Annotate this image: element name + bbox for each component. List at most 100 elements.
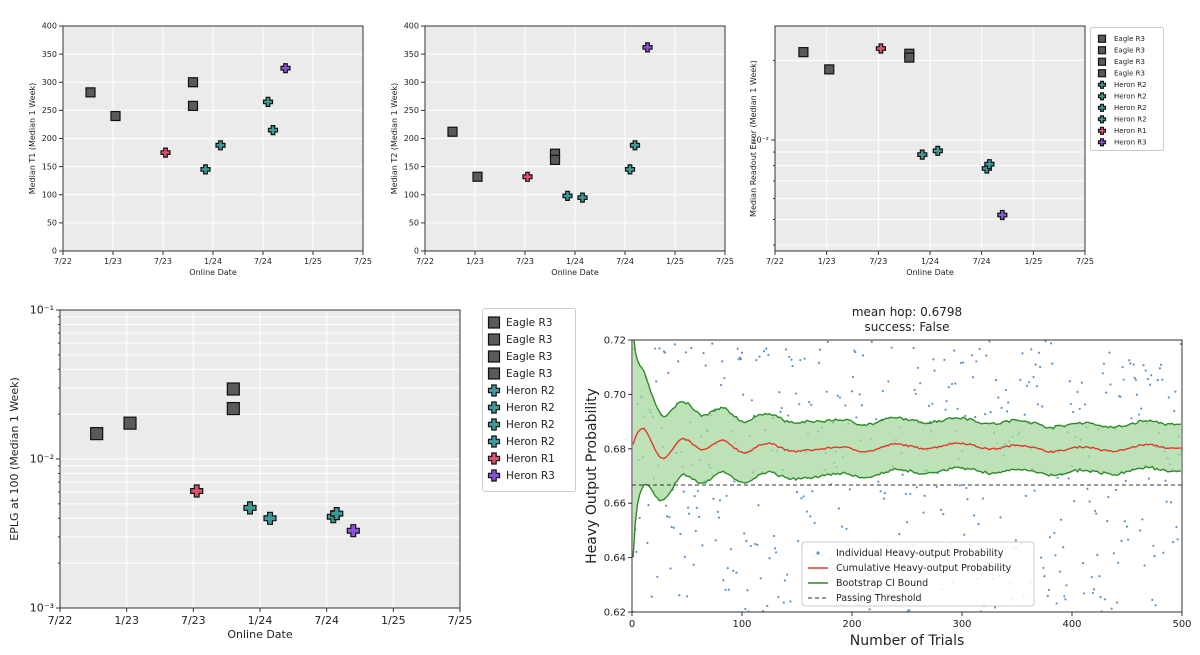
data-point-eagle-r3 [187,77,199,88]
x-tick-label: 1/24 [921,257,939,266]
individual-point [1088,500,1091,503]
individual-point [682,490,685,493]
individual-point [1133,376,1136,379]
individual-point [793,327,795,329]
legend-label: Eagle R3 [1114,35,1145,43]
y-tick-label: 0.66 [604,499,626,510]
x-tick-label: 7/23 [181,614,206,627]
y-tick-label: 10⁻² [30,453,54,466]
individual-point [800,497,803,500]
individual-point [1123,520,1126,523]
y-tick-label: 150 [404,162,419,171]
individual-point [750,399,753,402]
legend-label: Heron R2 [1114,104,1147,112]
individual-point [841,525,844,528]
individual-point [1019,378,1022,381]
individual-point [767,353,770,357]
individual-point [1047,588,1050,592]
legend-label: Heron R2 [506,436,555,448]
individual-point [963,533,966,536]
individual-point [1142,364,1145,367]
y-tick-label: 0.68 [604,444,626,455]
x-axis-label: Online Date [551,268,599,277]
y-tick-label: 200 [404,134,419,143]
legend-label: Eagle R3 [506,334,552,346]
individual-point [718,499,722,502]
individual-point [962,361,965,364]
individual-point [995,379,998,382]
individual-point [1063,595,1066,598]
individual-point [687,506,690,509]
individual-point [942,513,945,516]
individual-point [744,607,747,611]
legend-marker [487,452,501,465]
individual-point [966,498,969,501]
individual-point [852,375,855,379]
y-tick-label: 10⁻² [751,136,769,145]
individual-point [940,508,943,511]
individual-point [647,504,650,507]
individual-point [654,347,657,350]
individual-point [848,488,851,491]
x-tick-label: 7/25 [716,257,734,266]
x-tick-label: 500 [1172,619,1191,630]
x-tick-label: 7/22 [766,257,784,266]
individual-point [1132,363,1135,366]
individual-point [1058,570,1061,573]
individual-point [953,349,956,352]
individual-point [742,393,745,396]
y-tick-label: 10⁻¹ [30,304,54,317]
individual-point [646,541,649,544]
y-tick-label: 0.70 [604,390,626,401]
individual-point [702,352,705,355]
individual-point [1030,348,1033,351]
individual-point [1023,413,1026,416]
individual-point [1034,363,1037,366]
individual-point [978,347,981,351]
individual-point [638,516,641,520]
individual-point [1081,562,1085,565]
individual-point [1102,362,1105,365]
individual-point [877,480,880,483]
individual-point [1037,351,1041,354]
individual-point [985,354,988,357]
bootstrap-ci-band [633,340,1181,558]
individual-point [1044,340,1047,343]
individual-point [1165,500,1168,503]
individual-point [1143,564,1146,567]
individual-point [826,340,829,343]
y-tick-label: 0 [414,247,419,256]
individual-point [810,403,813,406]
legend-box [801,541,1035,607]
individual-point [1107,495,1110,499]
y-tick-label: 0.72 [604,336,626,347]
individual-point [956,407,959,410]
individual-point [677,360,680,363]
legend-marker [1097,57,1107,66]
individual-point [1135,393,1138,396]
individual-point [1084,403,1087,406]
legend-label: Heron R1 [1114,127,1147,135]
individual-point [1098,575,1101,578]
y-tick-label: 0.64 [604,553,626,564]
data-point-heron-r1 [875,43,886,54]
individual-point [727,588,730,591]
individual-point [1119,395,1122,398]
data-point-eagle-r3 [123,416,137,430]
data-point-eagle-r3 [226,401,240,416]
individual-point [817,361,821,365]
individual-point [913,388,916,392]
individual-point [1094,509,1097,512]
individual-point [1127,538,1130,541]
individual-point [993,606,997,609]
individual-point [856,337,858,339]
individual-point [1090,576,1093,579]
individual-point [1051,362,1054,365]
individual-point [695,506,698,510]
y-tick-label: 300 [404,78,419,87]
individual-point [1141,518,1144,521]
individual-point [798,403,801,406]
y-tick-label: 200 [42,134,57,143]
individual-point [780,406,783,410]
individual-point [923,494,926,497]
